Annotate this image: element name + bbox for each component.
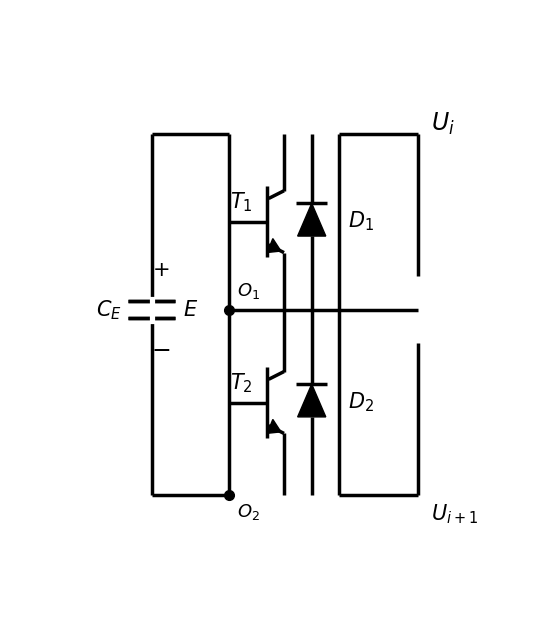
Text: $T_1$: $T_1$	[230, 191, 252, 214]
Text: $O_2$: $O_2$	[237, 502, 260, 522]
Text: $-$: $-$	[151, 337, 170, 361]
Text: $+$: $+$	[152, 260, 169, 280]
Polygon shape	[267, 420, 281, 433]
Text: $D_2$: $D_2$	[348, 391, 374, 414]
Polygon shape	[298, 384, 326, 417]
Text: $U_{i+1}$: $U_{i+1}$	[431, 502, 478, 526]
Text: $U_i$: $U_i$	[431, 111, 455, 137]
Polygon shape	[298, 203, 326, 236]
Text: $D_1$: $D_1$	[348, 210, 374, 234]
Text: $O_1$: $O_1$	[237, 281, 260, 301]
Text: $C_E$: $C_E$	[96, 298, 122, 321]
Text: $E$: $E$	[183, 300, 198, 320]
Polygon shape	[267, 239, 281, 253]
Text: $T_2$: $T_2$	[230, 371, 252, 396]
